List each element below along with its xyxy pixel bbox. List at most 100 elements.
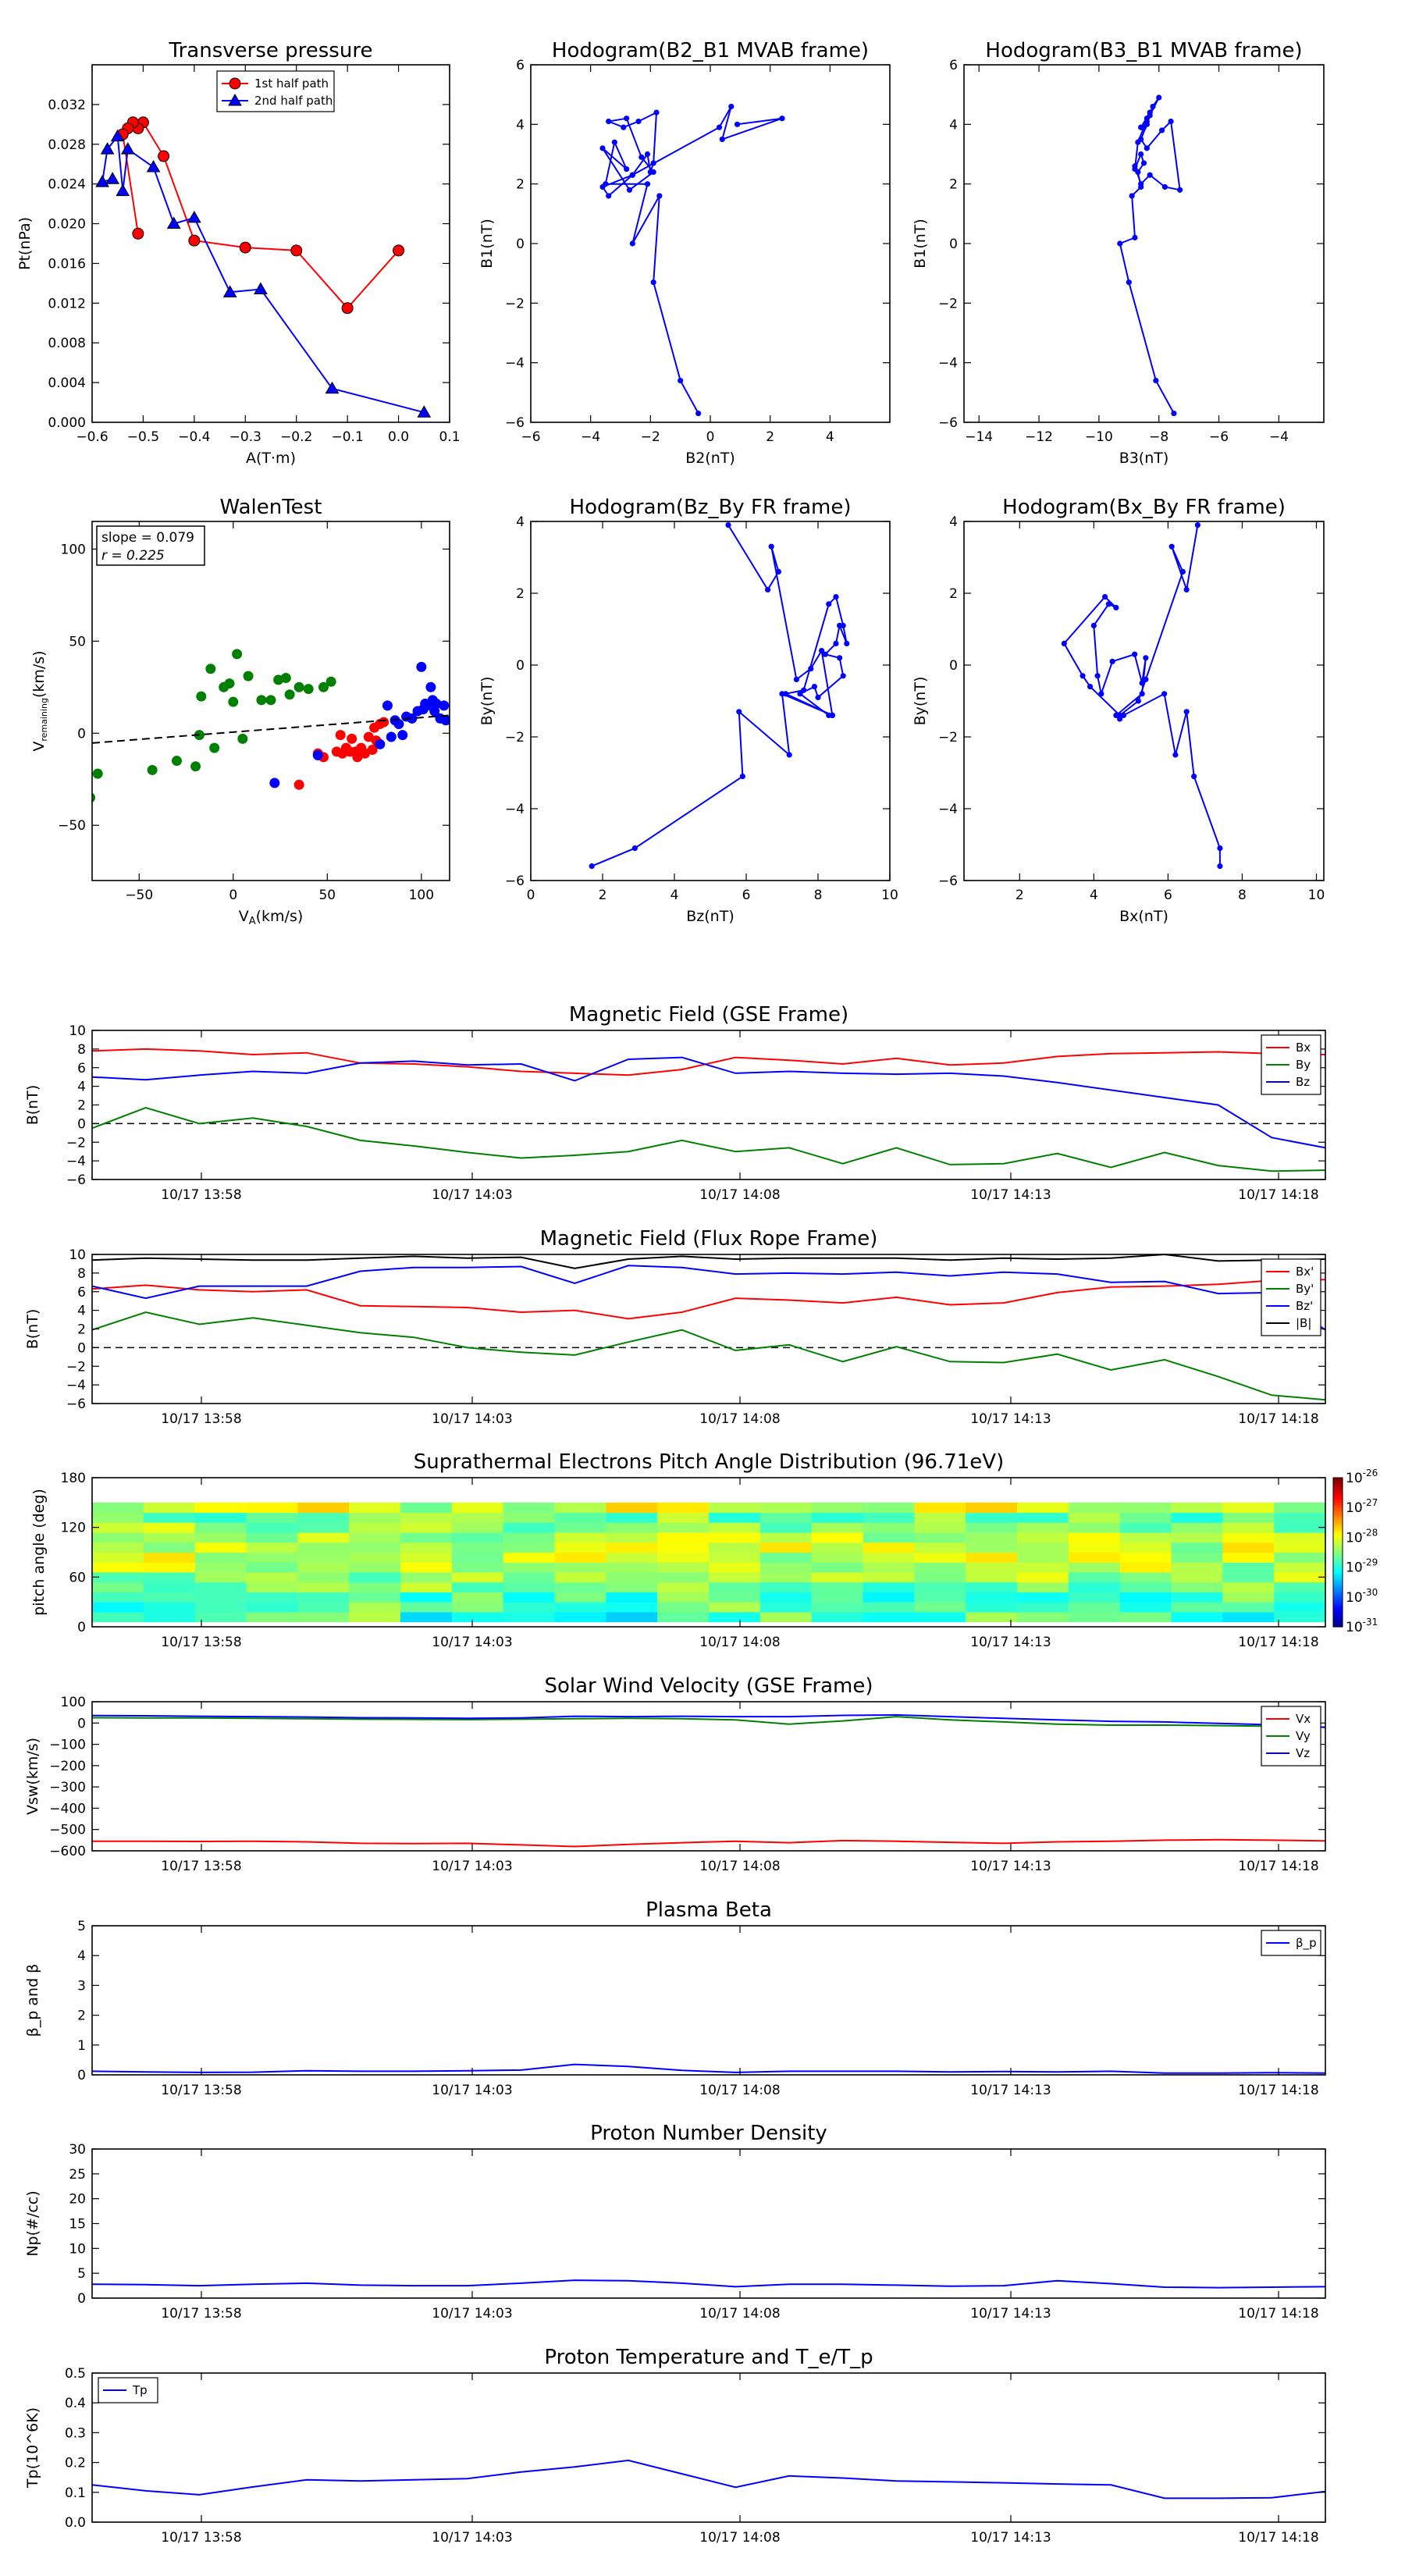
heatmap-cell bbox=[1017, 1582, 1069, 1592]
data-point bbox=[269, 777, 280, 788]
y-tick-label: 0.5 bbox=[65, 2366, 86, 2382]
heatmap-cell bbox=[194, 1571, 247, 1583]
y-tick-label: 20 bbox=[69, 2192, 86, 2208]
heatmap-cell bbox=[1017, 1611, 1069, 1623]
data-point bbox=[736, 709, 742, 715]
heatmap-cell bbox=[811, 1512, 863, 1523]
data-point bbox=[293, 681, 304, 692]
heatmap-cell bbox=[966, 1582, 1018, 1592]
data-point bbox=[318, 681, 329, 692]
data-point bbox=[1139, 691, 1145, 697]
heatmap-cell bbox=[297, 1582, 350, 1592]
heatmap-cell bbox=[143, 1552, 196, 1563]
y-tick-label: −600 bbox=[49, 1844, 86, 1859]
heatmap-cell bbox=[451, 1582, 504, 1592]
heatmap-cell bbox=[1068, 1562, 1121, 1573]
panel-hodo-b3b1: −14 −12 −10 −8 −6 −4 −6 −4 −2 0 2 4 6 Hodogram(B3_B1 … bbox=[912, 39, 1325, 467]
x-tick-label: 10/17 14:18 bbox=[1238, 2306, 1318, 2322]
colorbar-cell bbox=[1333, 1532, 1343, 1535]
y-axis-label: Vremaining(km/s) bbox=[30, 650, 49, 751]
heatmap-cell bbox=[759, 1532, 813, 1543]
heatmap-cell bbox=[451, 1562, 504, 1573]
x-tick-label: 10/17 14:13 bbox=[970, 1859, 1051, 1874]
chart-title: Hodogram(B2_B1 MVAB frame) bbox=[552, 39, 869, 62]
heatmap-cell bbox=[1017, 1532, 1069, 1543]
y-tick-label: 0.008 bbox=[48, 336, 86, 351]
heatmap-cell bbox=[554, 1512, 606, 1523]
data-point bbox=[1132, 651, 1138, 657]
x-axis-label: VA(km/s) bbox=[239, 908, 304, 927]
heatmap-cell bbox=[1068, 1522, 1121, 1533]
y-tick-label: −4 bbox=[505, 802, 525, 817]
heatmap-cell bbox=[863, 1542, 915, 1553]
y-tick-label: 4 bbox=[77, 1080, 86, 1095]
y-tick-label: 0 bbox=[516, 658, 525, 674]
heatmap-cell bbox=[606, 1552, 658, 1563]
heatmap-cell bbox=[400, 1582, 453, 1592]
y-tick-label: 0.028 bbox=[48, 137, 86, 153]
heatmap-cell bbox=[1017, 1522, 1069, 1533]
x-tick-label: 2 bbox=[599, 888, 607, 903]
x-tick-label: 0 bbox=[229, 888, 237, 903]
heatmap-cell bbox=[657, 1611, 710, 1623]
x-tick-label: 10/17 14:08 bbox=[699, 2306, 780, 2322]
y-tick-label: −6 bbox=[938, 415, 958, 431]
data-point bbox=[1179, 568, 1186, 575]
series-line bbox=[91, 1716, 1326, 1728]
x-axis-label: A(T·m) bbox=[246, 450, 296, 467]
heatmap-cell bbox=[709, 1611, 761, 1623]
heatmap-cell bbox=[246, 1502, 298, 1514]
data-point bbox=[844, 640, 850, 647]
x-tick-label: 10/17 14:13 bbox=[970, 2306, 1051, 2322]
data-point bbox=[1161, 183, 1168, 190]
legend-label: 2nd half path bbox=[254, 94, 333, 108]
data-point bbox=[626, 187, 633, 193]
data-point bbox=[224, 678, 235, 689]
heatmap-cell bbox=[349, 1532, 401, 1543]
data-point bbox=[1113, 604, 1119, 611]
legend-label: Bz bbox=[1296, 1075, 1310, 1089]
colorbar-cell bbox=[1333, 1505, 1343, 1508]
data-point bbox=[1144, 121, 1150, 127]
heatmap-cell bbox=[503, 1611, 555, 1623]
panel-vsw: −600 −500 −400 −300 −200 −100 0 100 10/17 13:58 1… bbox=[24, 1674, 1326, 1874]
heatmap-cell bbox=[811, 1611, 863, 1623]
data-point bbox=[1139, 680, 1145, 686]
heatmap-cell bbox=[759, 1552, 813, 1563]
heatmap-cell bbox=[400, 1542, 453, 1553]
heatmap-cell bbox=[297, 1502, 350, 1514]
heatmap-cell bbox=[1222, 1602, 1275, 1613]
heatmap-cell bbox=[451, 1532, 504, 1543]
data-point bbox=[1140, 160, 1147, 166]
x-tick-label: 4 bbox=[1090, 888, 1098, 903]
y-tick-label: 180 bbox=[61, 1471, 86, 1486]
heatmap-cell bbox=[92, 1602, 144, 1613]
heatmap-cell bbox=[1222, 1592, 1275, 1603]
heatmap-cell bbox=[1274, 1522, 1326, 1533]
x-axis-label: B3(nT) bbox=[1119, 450, 1169, 467]
heatmap-cell bbox=[1119, 1562, 1172, 1573]
x-tick-label: 6 bbox=[1164, 888, 1172, 903]
heatmap-cell bbox=[709, 1571, 761, 1583]
data-point bbox=[417, 405, 432, 418]
panel-hodo-bzby: 0 2 4 6 8 10 −6 −4 −2 0 2 4 Hodogram(Bz_By FR frame)… bbox=[478, 496, 898, 925]
y-tick-label: 4 bbox=[516, 117, 525, 133]
colorbar-cell bbox=[1333, 1525, 1343, 1528]
data-point bbox=[439, 700, 450, 711]
data-point bbox=[1138, 136, 1144, 143]
y-axis-label: B(nT) bbox=[24, 1309, 41, 1350]
data-point bbox=[209, 742, 220, 753]
data-point bbox=[734, 121, 741, 127]
series-line bbox=[91, 2063, 1326, 2074]
colorbar-frame bbox=[1332, 1477, 1343, 1628]
heatmap-cell bbox=[194, 1522, 247, 1533]
heatmap-cell bbox=[1274, 1611, 1326, 1623]
heatmap-cell bbox=[1222, 1532, 1275, 1543]
plot-frame bbox=[91, 1701, 1326, 1852]
heatmap-cell bbox=[143, 1512, 196, 1523]
heatmap-cell bbox=[554, 1542, 606, 1553]
x-tick-label: 10/17 14:03 bbox=[432, 2083, 512, 2098]
colorbar-cell bbox=[1333, 1480, 1343, 1483]
heatmap-cell bbox=[606, 1582, 658, 1592]
x-tick-label: 2 bbox=[766, 429, 774, 445]
